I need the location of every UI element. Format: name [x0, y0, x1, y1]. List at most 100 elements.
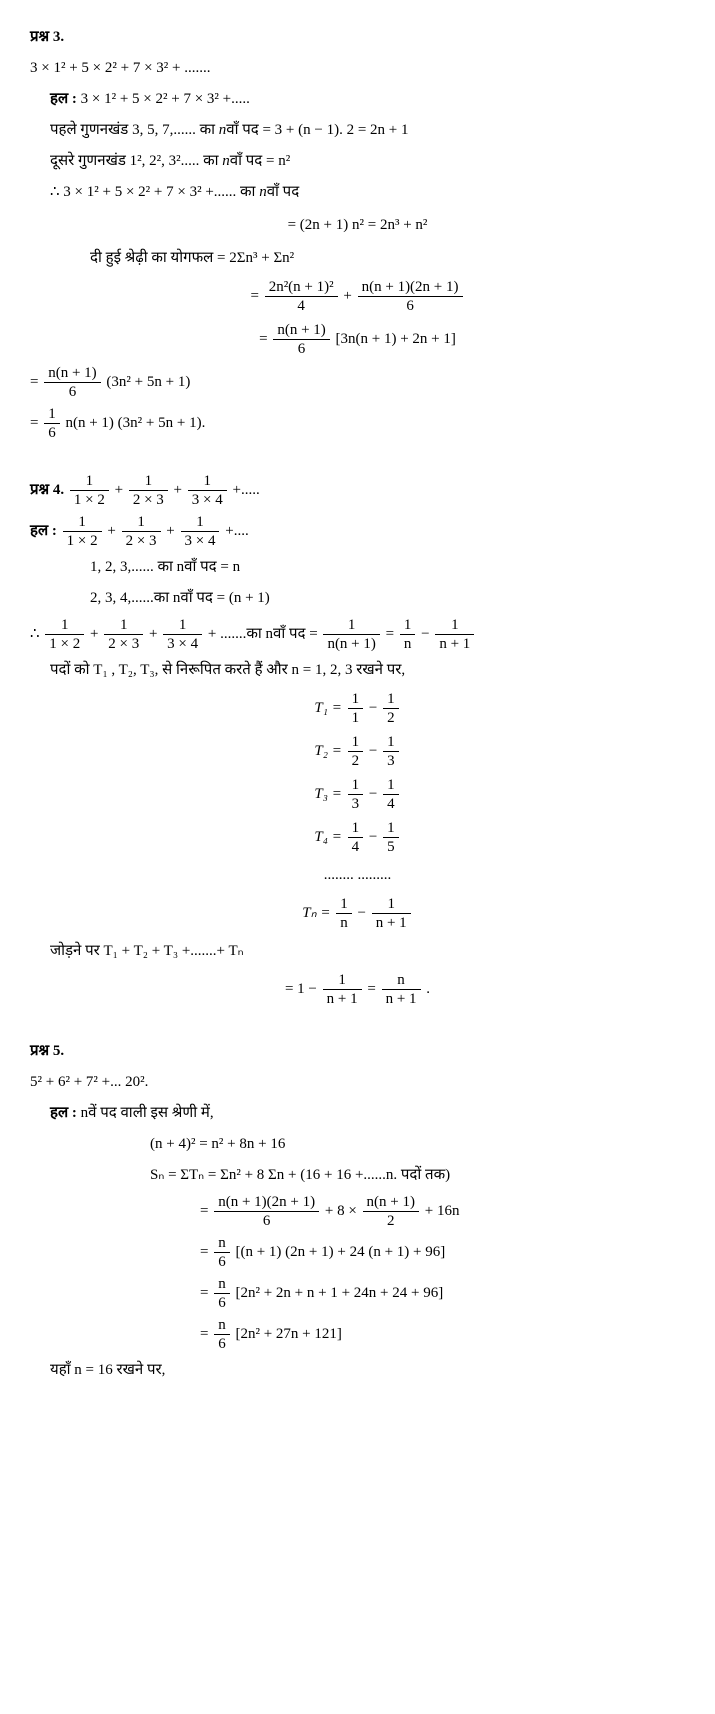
q4-fr1d: n(n + 1)	[323, 635, 379, 653]
q4-f2d: 2 × 3	[129, 491, 168, 509]
q4-nf3d: 3 × 4	[163, 635, 202, 653]
q4-rm: =	[367, 981, 375, 997]
q4-t3an: 1	[348, 776, 364, 795]
q3-eq2: = 2n²(n + 1)²4 + n(n + 1)(2n + 1)6	[30, 278, 685, 315]
q4-line2: 2, 3, 4,......का nवाँ पद = (n + 1)	[90, 585, 685, 612]
q3-f3d: 6	[273, 340, 329, 358]
q3-f4n: n(n + 1)	[44, 364, 100, 383]
q3-f5d: 6	[44, 424, 60, 442]
q4-t3l: T₃ =	[314, 786, 341, 802]
q4-t2an: 1	[348, 733, 364, 752]
q5-br3: [2n² + 27n + 121]	[235, 1326, 341, 1342]
q4-r1d: n + 1	[323, 990, 362, 1008]
q4-r2n: n	[382, 971, 421, 990]
q4-t1: T₁ = 11 − 12	[30, 690, 685, 727]
q4-t2: T₂ = 12 − 13	[30, 733, 685, 770]
q4-hal: हल :	[30, 523, 57, 539]
q3-s2c: वाँ पद = 3 + (n − 1). 2 = 2n + 1	[226, 122, 408, 138]
q3-eq5: = 16 n(n + 1) (3n² + 5n + 1).	[30, 405, 685, 442]
q4-t1bd: 2	[383, 709, 399, 727]
q4-t3bn: 1	[383, 776, 399, 795]
q4-nthb: .......का nवाँ पद =	[220, 626, 318, 642]
q4-t3ad: 3	[348, 795, 364, 813]
q4-dots2: ........ .........	[30, 862, 685, 889]
q3-f1n: 2n²(n + 1)²	[265, 278, 338, 297]
q5-eq6: = n6 [2n² + 27n + 121]	[200, 1316, 685, 1353]
q3-eq1: = (2n + 1) n² = 2n³ + n²	[30, 212, 685, 239]
q3-statement: 3 × 1² + 5 × 2² + 7 × 3² + .......	[30, 55, 685, 82]
q4-t2ad: 2	[348, 752, 364, 770]
q5-f1d: 6	[214, 1212, 319, 1230]
q4-f2n: 1	[129, 472, 168, 491]
q4-fr3d: n + 1	[435, 635, 474, 653]
q5-st: nवें पद वाली इस श्रेणी में,	[81, 1105, 214, 1121]
q4-sf3d: 3 × 4	[181, 532, 220, 550]
q4-fr1n: 1	[323, 616, 379, 635]
q4-t1an: 1	[348, 690, 364, 709]
q4-tn: Tₙ = 1n − 1n + 1	[30, 895, 685, 932]
q4-t4bd: 5	[383, 838, 399, 856]
q4-sum: जोड़ने पर T₁ + T₂ + T₃ +.......+ Tₙ	[50, 938, 685, 965]
q3-br1: [3n(n + 1) + 2n + 1]	[336, 331, 456, 347]
q3-label: प्रश्न 3.	[30, 24, 685, 51]
q4-fr2d: n	[400, 635, 416, 653]
q3-f3n: n(n + 1)	[273, 321, 329, 340]
q5-f4n: n	[214, 1275, 230, 1294]
q4-line1: 1, 2, 3,...... का nवाँ पद = n	[90, 554, 685, 581]
q4-sf3n: 1	[181, 513, 220, 532]
q3-sol4: ∴ 3 × 1² + 5 × 2² + 7 × 3² +...... का nव…	[50, 179, 685, 206]
q4-sf1d: 1 × 2	[63, 532, 102, 550]
q4-t3bd: 4	[383, 795, 399, 813]
q3-f2n: n(n + 1)(2n + 1)	[358, 278, 463, 297]
q4-rp: = 1 −	[285, 981, 317, 997]
q3-s3b: n	[222, 153, 230, 169]
q3-s4c: वाँ पद	[267, 184, 299, 200]
q5-f2n: n(n + 1)	[363, 1193, 419, 1212]
question-4: प्रश्न 4. 11 × 2 + 12 × 3 + 13 × 4 +....…	[30, 472, 685, 1008]
q4-t4bn: 1	[383, 819, 399, 838]
q5-sol: हल : nवें पद वाली इस श्रेणी में,	[50, 1100, 685, 1127]
question-5: प्रश्न 5. 5² + 6² + 7² +... 20². हल : nव…	[30, 1038, 685, 1384]
q4-tnan: 1	[336, 895, 352, 914]
q4-t4: T₄ = 14 − 15	[30, 819, 685, 856]
q4-fr3n: 1	[435, 616, 474, 635]
q5-f5n: n	[214, 1316, 230, 1335]
q5-eq2: Sₙ = ΣTₙ = Σn² + 8 Σn + (16 + 16 +......…	[150, 1162, 685, 1189]
q5-m1: + 8 ×	[325, 1203, 357, 1219]
q4-rpo: .	[426, 981, 430, 997]
q4-t3: T₃ = 13 − 14	[30, 776, 685, 813]
q5-f1n: n(n + 1)(2n + 1)	[214, 1193, 319, 1212]
q4-nf2n: 1	[104, 616, 143, 635]
q4-t2bn: 1	[383, 733, 399, 752]
q4-tnbn: 1	[372, 895, 411, 914]
q4-tnl: Tₙ =	[302, 905, 330, 921]
q4-sol1: हल : 11 × 2 + 12 × 3 + 13 × 4 +....	[30, 513, 685, 550]
q3-sol1: हल : 3 × 1² + 5 × 2² + 7 × 3² +.....	[50, 86, 685, 113]
q4-dots: +.....	[232, 482, 259, 498]
q5-f2d: 2	[363, 1212, 419, 1230]
q3-sol6: दी हुई श्रेढ़ी का योगफल = 2Σn³ + Σn²	[90, 245, 685, 272]
q3-fin1: n(n + 1) (3n² + 5n + 1).	[65, 415, 205, 431]
q4-t2bd: 3	[383, 752, 399, 770]
q5-f5d: 6	[214, 1335, 230, 1353]
q4-t4l: T₄ =	[314, 829, 341, 845]
question-3: प्रश्न 3. 3 × 1² + 5 × 2² + 7 × 3² + ...…	[30, 24, 685, 442]
q5-eq4: = n6 [(n + 1) (2n + 1) + 24 (n + 1) + 96…	[200, 1234, 685, 1271]
q4-sf2d: 2 × 3	[122, 532, 161, 550]
q5-statement: 5² + 6² + 7² +... 20².	[30, 1069, 685, 1096]
q4-r1n: 1	[323, 971, 362, 990]
q4-sf2n: 1	[122, 513, 161, 532]
q3-s2a: पहले गुणनखंड 3, 5, 7,...... का	[50, 122, 219, 138]
q3-hal: हल :	[50, 91, 77, 107]
q3-s4b: n	[259, 184, 267, 200]
q4-t4an: 1	[348, 819, 364, 838]
q3-f2d: 6	[358, 297, 463, 315]
q5-eq3: = n(n + 1)(2n + 1)6 + 8 × n(n + 1)2 + 16…	[200, 1193, 685, 1230]
q5-eq1: (n + 4)² = n² + 8n + 16	[150, 1131, 685, 1158]
q4-result: = 1 − 1n + 1 = nn + 1 .	[30, 971, 685, 1008]
q4-sf1n: 1	[63, 513, 102, 532]
q4-nf3n: 1	[163, 616, 202, 635]
q5-br2: [2n² + 2n + n + 1 + 24n + 24 + 96]	[235, 1285, 443, 1301]
q5-lbl: प्रश्न 5.	[30, 1043, 64, 1059]
q4-nf1d: 1 × 2	[45, 635, 84, 653]
